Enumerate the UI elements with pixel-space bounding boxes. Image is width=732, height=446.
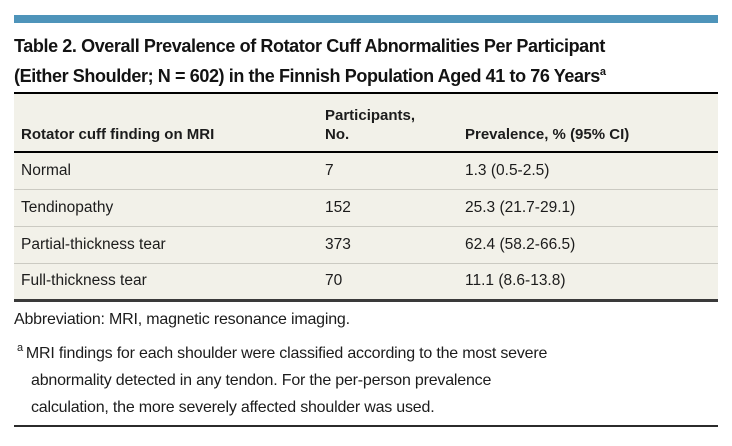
footnote-a-line2: abnormality detected in any tendon. For …: [31, 371, 492, 389]
header-row: Rotator cuff finding on MRI Participants…: [14, 93, 718, 153]
cell-prevalence: 62.4 (58.2-66.5): [465, 225, 718, 263]
table-row: Full-thickness tear 70 11.1 (8.6-13.8): [14, 262, 718, 300]
column-header-finding: Rotator cuff finding on MRI: [14, 93, 325, 153]
table-row: Tendinopathy 152 25.3 (21.7-29.1): [14, 188, 718, 226]
column-header-participants: Participants, No.: [325, 93, 465, 153]
bottom-rule: [14, 424, 718, 427]
cell-participants: 70: [325, 262, 465, 300]
cell-finding: Tendinopathy: [14, 188, 325, 226]
cell-prevalence: 11.1 (8.6-13.8): [465, 262, 718, 300]
footnote-a: a MRI findings for each shoulder were cla…: [17, 340, 718, 421]
table-row: Normal 7 1.3 (0.5-2.5): [14, 152, 718, 189]
cell-participants: 373: [325, 225, 465, 263]
cell-participants: 152: [325, 188, 465, 226]
cell-finding: Partial-thickness tear: [14, 225, 325, 263]
footnotes: Abbreviation: MRI, magnetic resonance im…: [14, 311, 718, 421]
table-title-line1: Table 2. Overall Prevalence of Rotator C…: [14, 36, 605, 56]
prevalence-table: Rotator cuff finding on MRI Participants…: [14, 92, 718, 302]
table-title: Table 2. Overall Prevalence of Rotator C…: [14, 31, 718, 91]
accent-bar: [14, 15, 718, 23]
table-title-line2: (Either Shoulder; N = 602) in the Finnis…: [14, 61, 718, 91]
cell-participants: 7: [325, 161, 334, 179]
footnote-a-line3: calculation, the more severely affected …: [31, 398, 435, 416]
cell-finding: Full-thickness tear: [14, 262, 325, 300]
footnote-a-marker: a: [17, 342, 23, 355]
table-row: Partial-thickness tear 373 62.4 (58.2-66…: [14, 225, 718, 263]
abbreviation-note: Abbreviation: MRI, magnetic resonance im…: [14, 310, 350, 328]
footnote-a-line1-text: MRI findings for each shoulder were clas…: [25, 344, 548, 362]
cell-prevalence: 25.3 (21.7-29.1): [465, 188, 718, 226]
table-title-line2-text: (Either Shoulder; N = 602) in the Finnis…: [14, 66, 600, 86]
cell-finding: Normal: [21, 161, 71, 179]
title-footnote-marker: a: [599, 66, 606, 78]
column-header-prevalence: Prevalence, % (95% CI): [465, 93, 718, 153]
footnote-a-line1: a MRI findings for each shoulder were cla…: [17, 340, 718, 367]
cell-prevalence: 1.3 (0.5-2.5): [465, 161, 550, 179]
